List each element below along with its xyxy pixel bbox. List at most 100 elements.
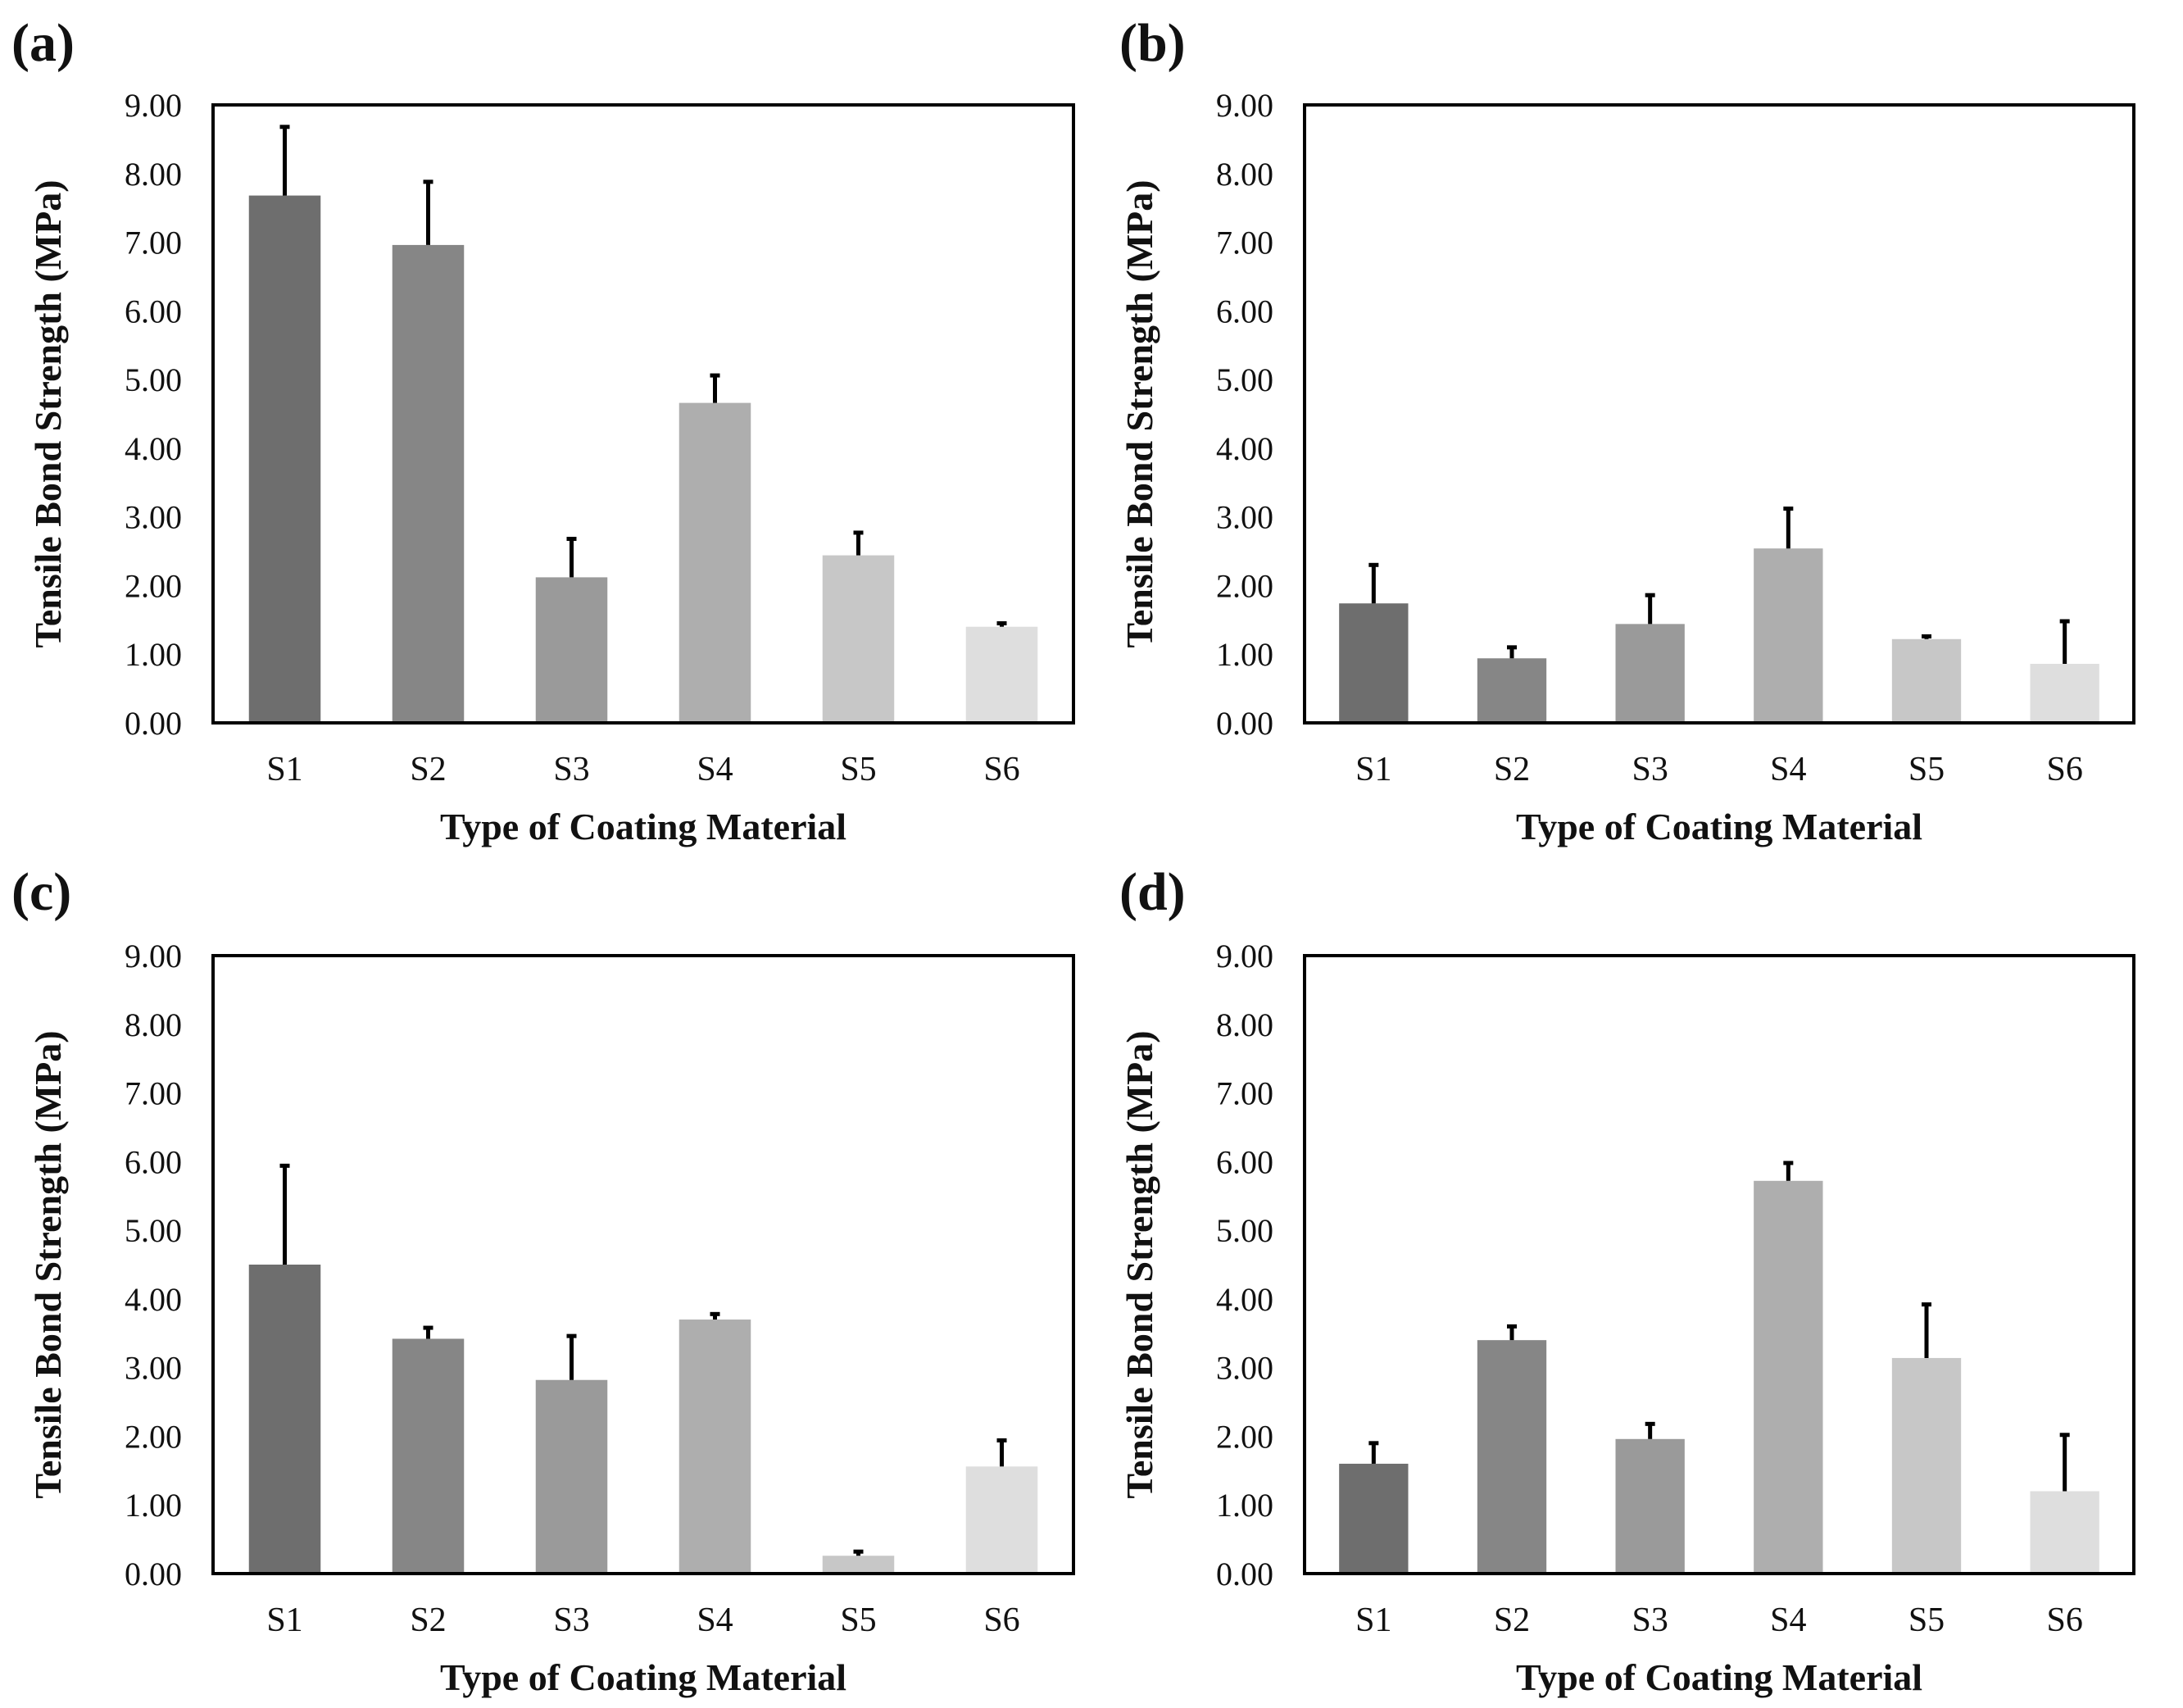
x-category-label: S2: [1494, 1601, 1530, 1639]
y-tick-label: 1.00: [1216, 636, 1273, 673]
bar-s1: [1339, 1463, 1409, 1574]
bar-s5: [822, 1556, 895, 1574]
x-category-label: S4: [1770, 751, 1806, 788]
x-category-label: S1: [266, 1601, 302, 1639]
y-tick-label: 1.00: [125, 636, 182, 673]
error-bar: [1507, 645, 1517, 659]
bar-s5: [1891, 1357, 1962, 1574]
panel-label: (b): [1119, 13, 1186, 73]
x-category-label: S1: [266, 751, 302, 788]
error-bar: [1783, 1161, 1794, 1181]
error-bar: [1783, 506, 1794, 549]
plot-area-frame: [211, 954, 1075, 1575]
x-category-label: S5: [1908, 1601, 1945, 1639]
y-tick-label: 2.00: [1216, 1418, 1273, 1455]
y-tick-label: 3.00: [1216, 499, 1273, 536]
y-tick-label: 7.00: [1216, 225, 1273, 261]
x-category-label: S1: [1355, 751, 1391, 788]
bar-s3: [1615, 624, 1685, 723]
error-bar: [1922, 1302, 1931, 1358]
error-bar: [710, 1311, 720, 1320]
y-tick-label: 9.00: [125, 938, 182, 974]
y-tick-label: 6.00: [1216, 1143, 1273, 1180]
y-axis-title: Tensile Bond Strength (MPa): [27, 179, 69, 647]
x-axis-title: Type of Coating Material: [440, 806, 846, 847]
error-bar: [853, 530, 864, 556]
y-tick-label: 7.00: [1216, 1075, 1273, 1112]
y-tick-label: 5.00: [1216, 1212, 1273, 1249]
y-tick-label: 3.00: [125, 1350, 182, 1387]
x-category-label: S6: [983, 1601, 1019, 1639]
error-bar: [1645, 593, 1655, 625]
y-tick-label: 0.00: [125, 705, 182, 742]
bar-s6: [965, 1466, 1038, 1574]
error-bar: [996, 621, 1007, 627]
x-category-label: S3: [553, 751, 589, 788]
error-bar: [566, 536, 577, 578]
x-category-label: S3: [1632, 1601, 1668, 1639]
x-category-label: S5: [840, 1601, 876, 1639]
bar-s4: [1754, 548, 1823, 723]
error-bar: [710, 373, 720, 403]
error-bar: [2059, 619, 2070, 664]
bar-s6: [965, 626, 1038, 723]
y-tick-label: 0.00: [1216, 705, 1273, 742]
panel-label: (d): [1119, 862, 1186, 922]
x-category-label: S4: [697, 751, 733, 788]
y-tick-label: 1.00: [125, 1487, 182, 1524]
error-bar: [996, 1438, 1007, 1467]
panel-label: (a): [11, 13, 75, 73]
x-category-label: S4: [1770, 1601, 1806, 1639]
plot-area-frame: [211, 103, 1075, 725]
error-bar: [423, 179, 433, 245]
y-tick-label: 4.00: [125, 1281, 182, 1318]
bar-s1: [1339, 603, 1409, 723]
y-tick-label: 8.00: [1216, 156, 1273, 193]
bar-s6: [2030, 1491, 2099, 1574]
plot-area-frame: [1303, 103, 2135, 725]
bar-s2: [1477, 1340, 1547, 1574]
x-category-label: S3: [553, 1601, 589, 1639]
bar-s4: [678, 402, 751, 723]
x-axis-title: Type of Coating Material: [1516, 806, 1922, 847]
y-tick-label: 7.00: [125, 1075, 182, 1112]
x-category-label: S2: [1494, 751, 1530, 788]
error-bar: [1507, 1324, 1517, 1341]
error-bar: [1368, 1441, 1379, 1464]
y-tick-label: 2.00: [125, 567, 182, 604]
x-category-label: S5: [1908, 751, 1945, 788]
y-axis-title: Tensile Bond Strength (MPa): [1119, 179, 1160, 647]
bar-s2: [392, 1338, 465, 1574]
y-tick-label: 3.00: [125, 499, 182, 536]
error-bar: [1645, 1421, 1655, 1439]
y-tick-label: 2.00: [125, 1418, 182, 1455]
bar-s5: [1891, 638, 1962, 723]
bar-s3: [535, 577, 608, 723]
error-bar: [279, 1163, 290, 1265]
error-bar: [1368, 562, 1379, 604]
bar-s1: [248, 195, 321, 723]
bar-s5: [822, 555, 895, 723]
x-category-label: S2: [410, 751, 446, 788]
y-tick-label: 9.00: [125, 87, 182, 124]
y-tick-label: 8.00: [125, 156, 182, 193]
panel-label: (c): [11, 862, 71, 922]
x-category-label: S5: [840, 751, 876, 788]
x-category-label: S4: [697, 1601, 733, 1639]
y-tick-label: 2.00: [1216, 567, 1273, 604]
x-category-label: S2: [410, 1601, 446, 1639]
chart-panel-4: (d) 0.00 1.00 2.00 3.00 4.00 5.00 6.00 7.00 8.00 9…: [1119, 862, 2135, 1698]
bar-s3: [535, 1379, 608, 1574]
y-tick-label: 4.00: [1216, 1281, 1273, 1318]
error-bar: [423, 1325, 433, 1339]
y-tick-label: 5.00: [125, 1212, 182, 1249]
y-tick-label: 6.00: [125, 1143, 182, 1180]
chart-panel-3: (c) 0.00 1.00 2.00 3.00 4.00 5.00 6.00 7.00 8.00 9…: [11, 862, 1075, 1698]
y-axis-title: Tensile Bond Strength (MPa): [27, 1030, 69, 1498]
y-tick-label: 6.00: [1216, 293, 1273, 329]
x-category-label: S3: [1632, 751, 1668, 788]
x-category-label: S6: [2046, 1601, 2082, 1639]
y-axis-title: Tensile Bond Strength (MPa): [1119, 1030, 1160, 1498]
